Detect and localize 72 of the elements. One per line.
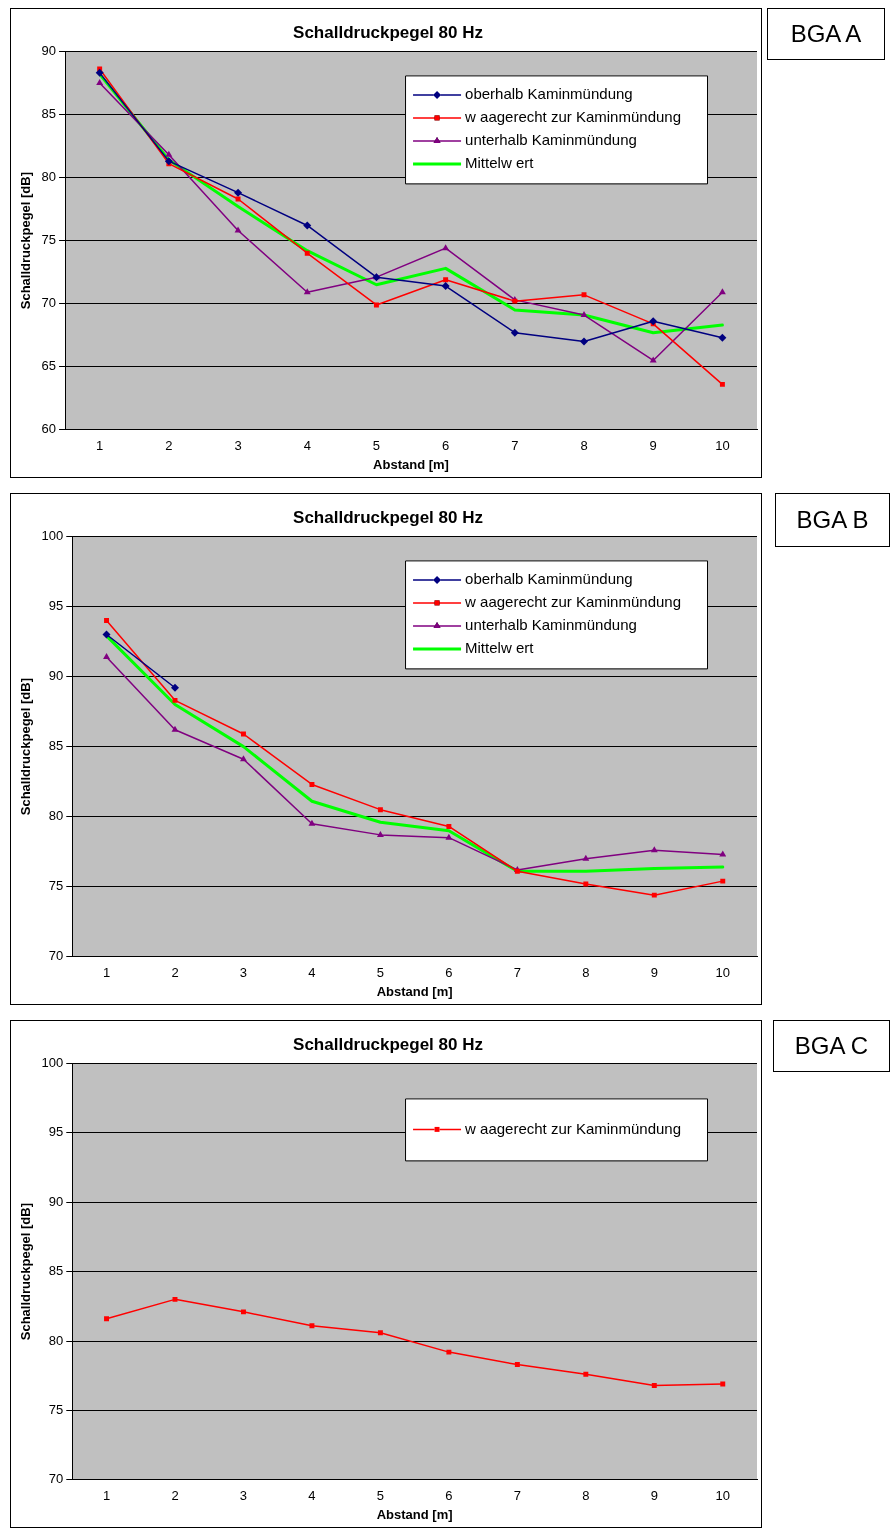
y-tick-label: 80 — [48, 808, 64, 824]
y-tick-label: 80 — [48, 1332, 64, 1348]
text: BGA C — [773, 1020, 890, 1072]
legend-label: w aagerecht zur Kaminmündung — [464, 1119, 682, 1137]
x-tick-label: 5 — [372, 438, 381, 454]
x-tick-label: 3 — [239, 1488, 248, 1504]
y-axis-title: Schalldruckpegel [dB] — [18, 171, 34, 310]
legend-label: unterhalb Kaminmündung — [465, 616, 637, 634]
y-tick-label: 70 — [48, 948, 64, 964]
x-tick-label: 4 — [308, 965, 316, 981]
x-tick-label: 1 — [102, 1488, 111, 1504]
x-tick-label: 2 — [165, 438, 173, 454]
legend-label: w aagerecht zur Kaminmündung — [464, 593, 682, 611]
chart-title: Schalldruckpegel 80 Hz — [293, 22, 483, 42]
x-tick-label: 7 — [513, 1488, 521, 1504]
x-tick-label: 8 — [582, 1488, 590, 1504]
y-axis-title: Schalldruckpegel [dB] — [18, 1202, 34, 1341]
x-tick-label: 9 — [650, 1488, 658, 1504]
y-tick-label: 80 — [41, 169, 57, 185]
x-tick-label: 4 — [308, 1488, 316, 1504]
x-tick-label: 2 — [171, 965, 179, 981]
y-tick-label: 75 — [48, 1401, 64, 1417]
y-tick-label: 60 — [41, 421, 57, 437]
x-tick-label: 7 — [513, 965, 521, 981]
x-tick-label: 10 — [715, 1488, 730, 1504]
x-tick-label: 3 — [239, 965, 248, 981]
x-axis-title: Abstand [m] — [373, 456, 449, 472]
y-tick-label: 90 — [48, 668, 64, 684]
x-tick-label: 4 — [303, 438, 311, 454]
y-tick-label: 100 — [41, 527, 64, 543]
chart-title: Schalldruckpegel 80 Hz — [293, 507, 483, 527]
x-tick-label: 5 — [376, 965, 385, 981]
x-tick-label: 7 — [511, 438, 519, 454]
x-tick-label: 6 — [442, 438, 450, 454]
y-tick-label: 95 — [48, 1124, 64, 1140]
x-tick-label: 10 — [715, 965, 730, 981]
x-tick-label: 9 — [649, 438, 657, 454]
y-tick-label: 70 — [48, 1471, 64, 1487]
x-tick-label: 5 — [376, 1488, 385, 1504]
y-tick-label: 90 — [48, 1193, 64, 1209]
y-tick-label: 70 — [41, 295, 57, 311]
y-tick-label: 65 — [41, 358, 57, 374]
y-tick-label: 85 — [41, 106, 57, 122]
x-tick-label: 8 — [580, 438, 588, 454]
x-tick-label: 3 — [234, 438, 242, 454]
legend-label: unterhalb Kaminmündung — [465, 131, 637, 149]
y-tick-label: 100 — [41, 1054, 64, 1070]
x-tick-label: 10 — [715, 438, 730, 454]
x-tick-label: 1 — [102, 965, 111, 981]
x-tick-label: 9 — [650, 965, 658, 981]
y-tick-label: 75 — [41, 232, 57, 248]
y-tick-label: 95 — [48, 598, 64, 614]
chart-title: Schalldruckpegel 80 Hz — [293, 1034, 483, 1054]
legend-label: oberhalb Kaminmündung — [465, 570, 633, 588]
x-tick-label: 2 — [171, 1488, 179, 1504]
x-tick-label: 8 — [582, 965, 590, 981]
y-axis-title: Schalldruckpegel [dB] — [18, 677, 34, 816]
x-tick-label: 6 — [445, 965, 453, 981]
x-tick-label: 6 — [445, 1488, 453, 1504]
legend-label: Mittelw ert — [465, 154, 535, 172]
x-tick-label: 1 — [96, 438, 104, 454]
y-tick-label: 85 — [48, 1263, 64, 1279]
y-tick-label: 85 — [48, 738, 64, 754]
y-tick-label: 90 — [41, 42, 57, 58]
text: BGA B — [775, 493, 890, 547]
legend-label: w aagerecht zur Kaminmündung — [464, 108, 682, 126]
legend-label: oberhalb Kaminmündung — [465, 85, 633, 103]
legend-label: Mittelw ert — [465, 639, 535, 657]
x-axis-title: Abstand [m] — [376, 983, 453, 999]
x-axis-title: Abstand [m] — [376, 1506, 453, 1522]
text: BGA A — [767, 8, 885, 60]
y-tick-label: 75 — [48, 878, 64, 894]
